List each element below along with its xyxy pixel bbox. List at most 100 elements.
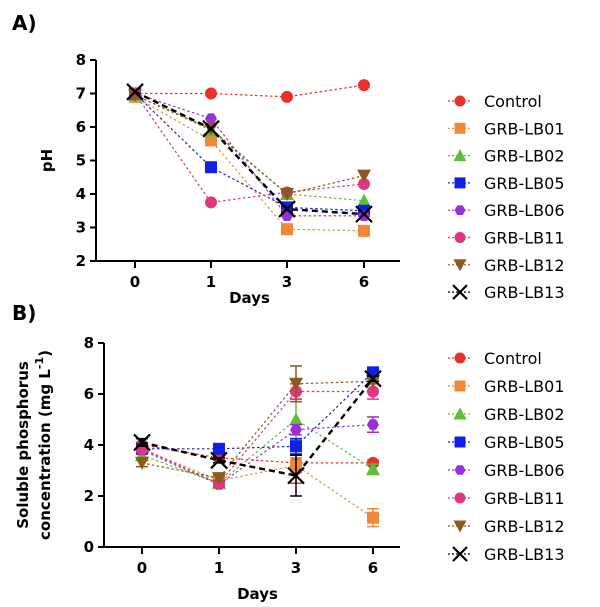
series-grb-lb05 — [136, 366, 379, 455]
data-point — [281, 90, 293, 103]
series-grb-lb01 — [129, 90, 370, 237]
series-line — [142, 371, 374, 450]
series-line — [141, 380, 374, 479]
legend-marker-icon — [453, 149, 467, 162]
panel-b: B) 0 2 4 6 8 0 1 3 6 Days Soluble phosphorus concent… — [12, 301, 565, 603]
x-stroke — [126, 83, 144, 101]
data-point — [290, 440, 302, 453]
panel-label: B) — [12, 301, 36, 325]
legend-label: Control — [484, 92, 542, 111]
data-point — [358, 224, 370, 237]
x-tick-label: 6 — [368, 559, 378, 577]
x-stroke — [364, 369, 382, 388]
legend-label: GRB-LB06 — [484, 201, 565, 220]
legend-label: Control — [484, 349, 542, 368]
y-tick-label: 4 — [84, 436, 94, 454]
legend-marker-icon — [454, 465, 466, 475]
legend-item: GRB-LB05 — [448, 174, 565, 193]
data-point — [205, 113, 217, 124]
data-point — [366, 462, 380, 476]
legend-item: GRB-LB12 — [448, 256, 565, 275]
series-grb-lb13 — [133, 369, 382, 497]
series-line — [134, 94, 365, 202]
data-point — [357, 169, 371, 183]
data-point — [281, 223, 293, 236]
legend-item: GRB-LB01 — [448, 377, 565, 396]
legend-marker-icon — [454, 232, 466, 243]
legend-marker-icon — [454, 122, 466, 134]
y-tick-label: 8 — [76, 51, 86, 69]
y-tick-label: 5 — [76, 152, 86, 170]
x-axis-label: Days — [237, 585, 278, 603]
series-line — [141, 418, 374, 484]
series-grb-lb02 — [135, 398, 380, 490]
legend-label: GRB-LB11 — [484, 229, 565, 248]
y-tick-label: 6 — [84, 385, 94, 403]
series-line — [141, 448, 374, 519]
legend-marker-icon — [452, 284, 468, 300]
legend-label: GRB-LB13 — [484, 545, 565, 564]
x-tick-label: 3 — [291, 559, 301, 577]
legend-label: GRB-LB05 — [484, 433, 565, 452]
series-line — [135, 84, 365, 98]
x-tick-label: 1 — [214, 559, 224, 577]
series-grb-lb13 — [126, 83, 373, 223]
legend-label: GRB-LB13 — [484, 283, 565, 302]
x-stroke — [452, 284, 468, 300]
y-tick-label: 4 — [76, 185, 86, 203]
series-grb-lb01 — [136, 442, 379, 528]
legend-item: GRB-LB13 — [448, 283, 565, 302]
data-point — [355, 205, 373, 223]
series-line — [141, 390, 373, 485]
data-point — [212, 472, 226, 486]
legend-label: GRB-LB01 — [484, 119, 565, 138]
data-point — [290, 424, 302, 435]
legend-item: GRB-LB12 — [448, 517, 565, 536]
y-axis-label-line2: concentration (mg L-1) — [33, 350, 54, 540]
y-tick-label: 0 — [84, 538, 94, 556]
x-tick-label: 0 — [130, 273, 140, 291]
y-tick-label: 2 — [76, 252, 86, 270]
legend-label: GRB-LB05 — [484, 174, 565, 193]
x-stroke — [210, 451, 228, 470]
series-grb-lb12 — [135, 365, 380, 486]
data-point — [210, 451, 228, 470]
series-line — [134, 93, 365, 212]
data-point — [126, 83, 144, 101]
legend-marker-icon — [452, 546, 468, 562]
x-tick-label: 1 — [206, 273, 216, 291]
data-point — [289, 377, 303, 391]
legend-marker-icon — [454, 177, 466, 189]
x-tick-label: 6 — [359, 273, 369, 291]
data-point — [287, 466, 305, 485]
series-line — [134, 93, 365, 204]
legend-item: Control — [448, 92, 542, 111]
y-axis-label: pH — [38, 149, 56, 172]
series-grb-lb06 — [129, 88, 370, 221]
legend-marker-icon — [454, 95, 466, 107]
x-stroke — [287, 466, 305, 485]
y-tick-label: 8 — [84, 334, 94, 352]
data-point — [357, 193, 371, 207]
legend-marker-icon — [454, 492, 466, 504]
y-tick-label: 3 — [76, 219, 86, 237]
legend-label: GRB-LB06 — [484, 461, 565, 480]
y-axis-label: Soluble phosphorus — [14, 361, 32, 529]
x-stroke — [202, 119, 220, 138]
legend-label: GRB-LB12 — [484, 517, 565, 536]
x-stroke — [133, 433, 151, 452]
data-point — [367, 419, 379, 430]
series-control — [129, 79, 370, 103]
legend-item: GRB-LB02 — [448, 405, 565, 424]
data-point — [280, 188, 294, 201]
data-point — [278, 200, 296, 218]
legend-item: GRB-LB05 — [448, 433, 565, 452]
ylabel-superscript: -1 — [33, 357, 46, 369]
ylabel-text: ) — [36, 350, 54, 357]
data-point — [289, 412, 303, 426]
data-point — [135, 456, 149, 470]
x-tick-label: 0 — [137, 559, 147, 577]
data-point — [133, 433, 151, 452]
data-point — [358, 79, 370, 92]
